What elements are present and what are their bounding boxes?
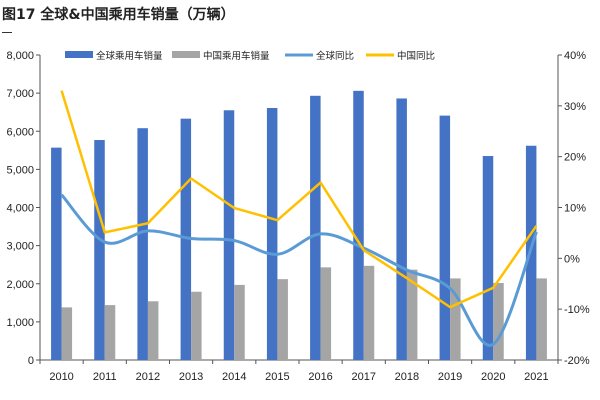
bar-china bbox=[234, 284, 245, 360]
right-tick-label: 20% bbox=[564, 152, 586, 164]
bar-global bbox=[94, 140, 105, 360]
x-tick-label: 2013 bbox=[179, 371, 203, 383]
legend-label: 全球同比 bbox=[316, 50, 354, 62]
x-tick-label: 2019 bbox=[438, 371, 462, 383]
bar-global bbox=[223, 110, 235, 360]
chart-title: 图17 全球&中国乘用车销量（万辆） bbox=[2, 7, 235, 23]
left-tick-label: 6,000 bbox=[6, 126, 34, 138]
left-tick-label: 2,000 bbox=[6, 279, 34, 291]
right-tick-label: 10% bbox=[564, 203, 586, 215]
bar-china bbox=[320, 267, 332, 360]
bar-global bbox=[51, 147, 62, 360]
right-tick-label: -10% bbox=[564, 304, 590, 316]
x-tick-label: 2018 bbox=[395, 371, 419, 383]
left-tick-label: 4,000 bbox=[6, 203, 34, 215]
right-tick-label: 40% bbox=[564, 50, 586, 62]
x-tick-label: 2017 bbox=[352, 371, 376, 383]
bar-global bbox=[482, 156, 494, 360]
left-tick-label: 8,000 bbox=[6, 50, 34, 62]
line-global-yoy bbox=[60, 193, 538, 347]
bar-china bbox=[104, 305, 116, 360]
left-tick-label: 5,000 bbox=[6, 164, 34, 176]
bar-global bbox=[439, 115, 451, 361]
line-china-yoy bbox=[60, 90, 538, 309]
x-tick-label: 2016 bbox=[308, 371, 332, 383]
left-tick-label: 7,000 bbox=[6, 88, 34, 100]
bar-china bbox=[363, 265, 375, 360]
right-tick-label: 30% bbox=[564, 101, 586, 113]
bar-china bbox=[406, 269, 418, 360]
legend-swatch bbox=[172, 51, 200, 58]
x-tick-label: 2011 bbox=[93, 371, 117, 383]
bar-global bbox=[396, 98, 407, 361]
x-tick-label: 2010 bbox=[49, 371, 73, 383]
left-tick-label: 1,000 bbox=[6, 317, 34, 329]
x-tick-label: 2021 bbox=[524, 371, 548, 383]
right-tick-label: -20% bbox=[564, 355, 590, 367]
bar-global bbox=[353, 90, 364, 361]
legend-label: 全球乘用车销量 bbox=[96, 50, 163, 62]
bar-china bbox=[450, 278, 461, 360]
legend-label: 中国同比 bbox=[397, 50, 435, 62]
legend-swatch bbox=[65, 51, 93, 58]
bar-global bbox=[310, 95, 321, 360]
x-tick-label: 2015 bbox=[265, 371, 289, 383]
bar-global bbox=[266, 107, 278, 361]
bar-china bbox=[536, 278, 547, 360]
bar-global bbox=[137, 128, 148, 360]
bar-china bbox=[277, 279, 288, 360]
left-tick-label: 0 bbox=[28, 355, 34, 367]
x-tick-label: 2020 bbox=[481, 371, 505, 383]
legend-label: 中国乘用车销量 bbox=[203, 50, 270, 62]
x-tick-label: 2012 bbox=[136, 371, 160, 383]
left-tick-label: 3,000 bbox=[6, 241, 34, 253]
right-tick-label: 0% bbox=[564, 253, 580, 265]
bar-global bbox=[180, 118, 192, 360]
bar-china bbox=[191, 291, 202, 360]
bar-china bbox=[147, 301, 159, 360]
x-tick-label: 2014 bbox=[222, 371, 246, 383]
title-rule bbox=[2, 32, 12, 33]
bar-china bbox=[61, 307, 73, 360]
bar-china bbox=[493, 282, 504, 360]
